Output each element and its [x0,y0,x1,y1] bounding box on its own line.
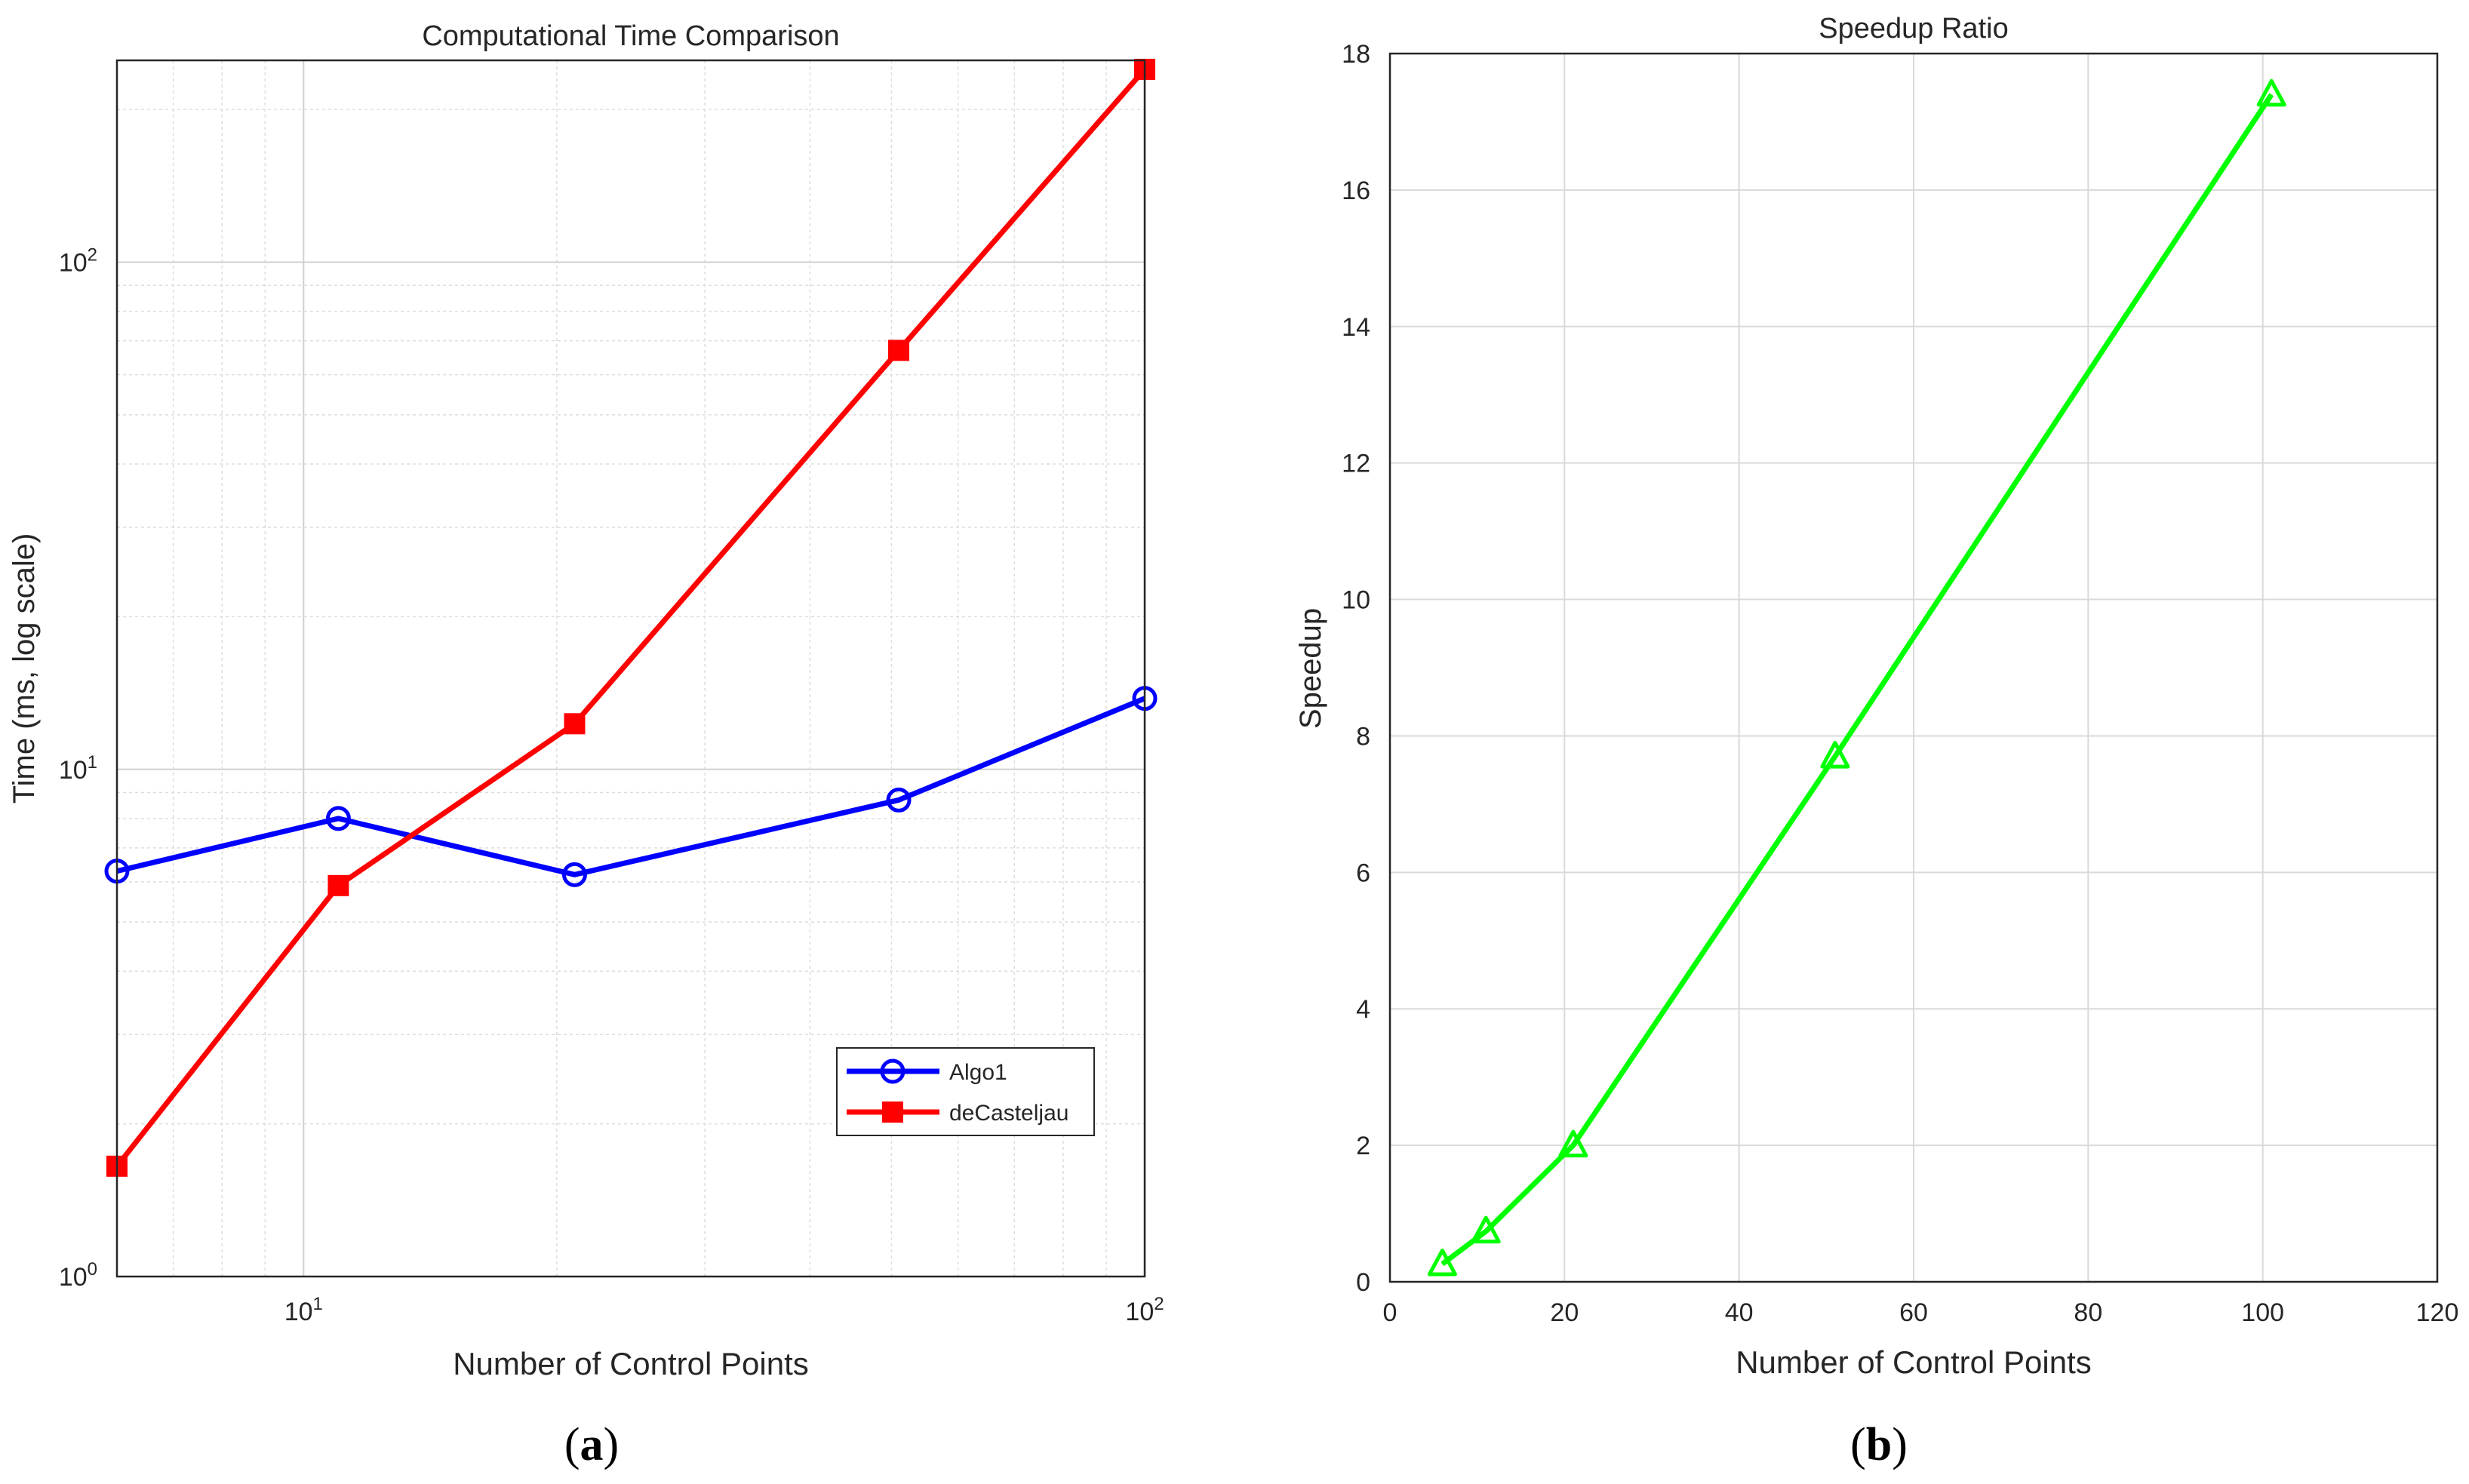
legend-box [836,1047,1095,1136]
data-point-decasteljau [564,713,586,735]
data-point-algo1 [561,862,587,887]
x-tick-label: 20 [1550,1298,1579,1327]
data-point-speedup [1558,1129,1588,1158]
legend-label-decasteljau: deCasteljau [949,1101,1068,1126]
x-tick-base: 10 [1125,1298,1154,1326]
y-tick-label: 2 [1356,1132,1370,1160]
x-tick-exponent: 1 [313,1294,323,1314]
panel-b: 0 20 40 60 80 100 120 0 2 4 6 8 10 12 14 16 18 Speedup R… [1294,13,2458,1470]
panel-b-caption: (b) [1850,1419,1908,1470]
y-tick-label: 8 [1356,722,1370,751]
panel-a-series [104,58,1158,1177]
y-tick-label: 12 [1342,450,1370,478]
panel-a-x-axis-label: Number of Control Points [453,1346,809,1381]
y-tick-label: 4 [1356,995,1370,1024]
data-point-algo1 [886,787,912,813]
x-tick-label: 60 [1899,1298,1928,1327]
data-point-algo1 [325,806,351,831]
y-tick-base: 10 [59,756,88,785]
y-tick-label: 102 [59,245,97,278]
panel-b-grid: 0 20 40 60 80 100 120 0 2 4 6 8 10 12 14 16 18 [1342,40,2458,1327]
panel-a-caption: (a) [564,1419,619,1470]
x-tick-exponent: 2 [1154,1294,1164,1314]
y-tick-label: 6 [1356,859,1370,887]
panel-b-x-axis-label: Number of Control Points [1736,1344,2092,1380]
x-tick-label: 101 [284,1294,323,1326]
y-tick-exponent: 1 [88,752,97,773]
x-tick-base: 10 [284,1298,313,1326]
legend: Algo1 deCasteljau [836,1047,1095,1136]
y-tick-label: 18 [1342,40,1370,69]
data-point-speedup [1820,741,1850,769]
y-tick-label: 16 [1342,177,1370,205]
y-tick-label: 10 [1342,586,1370,615]
y-tick-base: 10 [59,1263,88,1292]
y-tick-label: 0 [1356,1268,1370,1297]
x-tick-label: 0 [1383,1298,1397,1327]
panel-b-y-axis-label: Speedup [1294,608,1327,729]
series-line-speedup [1441,93,2274,1267]
y-tick-exponent: 2 [88,245,97,266]
y-tick-exponent: 0 [88,1259,97,1280]
x-tick-label: 80 [2074,1298,2102,1327]
series-line-decasteljau [115,67,1147,1168]
x-tick-label: 100 [2241,1298,2284,1327]
panel-a-title: Computational Time Comparison [422,20,839,52]
panel-b-series [1427,78,2286,1277]
legend-marker-algo1 [880,1058,906,1084]
panel-a-caption-letter: a [580,1419,604,1470]
data-point-speedup [1427,1248,1457,1277]
y-tick-label: 14 [1342,313,1370,342]
legend-label-algo1: Algo1 [949,1060,1007,1085]
x-tick-label: 40 [1725,1298,1754,1327]
y-tick-label: 101 [59,752,97,785]
panel-b-title: Speedup Ratio [1819,13,2008,45]
y-tick-label: 100 [59,1259,97,1292]
x-tick-label: 102 [1125,1294,1164,1326]
panel-b-caption-letter: b [1866,1419,1892,1470]
data-point-decasteljau [327,874,349,896]
panel-b-axes-frame [1388,52,2439,1283]
y-tick-base: 10 [59,249,88,278]
series-line-algo1 [116,696,1146,877]
data-point-speedup [2256,78,2286,107]
x-tick-label: 120 [2416,1298,2459,1327]
panel-a-y-axis-label: Time (ms, log scale) [8,533,41,804]
data-point-speedup [1471,1215,1501,1244]
data-point-decasteljau [888,340,910,361]
panel-a-axes-frame [115,59,1146,1278]
legend-marker-decasteljau [882,1101,903,1123]
